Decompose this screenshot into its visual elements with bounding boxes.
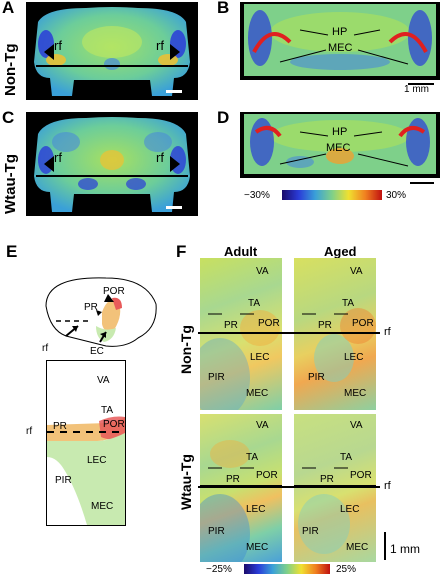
colorbar-bd-min: −30% [244, 190, 270, 201]
map-label-lec: LEC [87, 455, 107, 466]
map-label-mec: MEC [91, 501, 114, 512]
scale-bar-f [384, 532, 386, 560]
map-label-pir: PIR [55, 475, 72, 486]
map-label-pr: PR [53, 421, 67, 432]
hp-label-b: HP [332, 26, 348, 38]
col-label-adult: Adult [224, 244, 258, 259]
map-label-pr-adult-wtautg: PR [226, 474, 240, 485]
map-label-pir-aged-nontg: PIR [308, 372, 325, 383]
map-label-rf-outside: rf [26, 426, 33, 437]
brain-label-rf: rf [42, 343, 49, 354]
map-label-ta-aged-wtautg: TA [340, 452, 353, 463]
brain-label-pr: PR [84, 302, 98, 313]
panel-a-image: rf rf [26, 2, 198, 100]
col-label-aged: Aged [324, 244, 357, 259]
flatmap-schematic-shapes [47, 416, 125, 525]
rf-label-right: rf [156, 38, 164, 53]
map-aged-wtautg: VA TA POR PR LEC PIR MEC [294, 414, 376, 562]
map-label-va-adult-wtautg: VA [256, 420, 269, 431]
panel-label-e: E [6, 242, 18, 261]
map-label-por-aged-nontg: POR [352, 318, 374, 329]
map-label-por: POR [103, 419, 125, 430]
map-label-mec-aged-wtautg: MEC [346, 542, 369, 553]
map-aged-wtautg-overlay [294, 467, 376, 554]
panel-label-d: D [217, 108, 230, 127]
colorbar-bd [282, 190, 382, 200]
rf-label-left: rf [54, 38, 62, 53]
panel-d-image: HP MEC [240, 112, 440, 178]
rf-label-f-nontg: rf [384, 326, 391, 338]
panel-d-heatmap [244, 114, 436, 174]
map-label-por-aged-wtautg: POR [350, 470, 372, 481]
brain-label-por: POR [103, 286, 125, 297]
rf-label-left-c: rf [54, 150, 62, 165]
flatmap-schematic: VA TA PR POR LEC PIR MEC [46, 360, 126, 526]
rf-label-right-c: rf [156, 150, 164, 165]
rf-line-f-nontg [198, 332, 380, 334]
row-label-wtautg: Wtau-Tg [2, 154, 19, 214]
panel-label-f: F [176, 242, 187, 261]
panel-b-heatmap [244, 4, 436, 76]
rf-line-f-wtautg [198, 486, 380, 488]
map-label-lec-aged-wtautg: LEC [340, 504, 360, 515]
map-label-mec-adult-wtautg: MEC [246, 542, 269, 553]
map-adult-wtautg-overlay [200, 440, 282, 562]
panel-c-heatmap [34, 117, 190, 212]
mec-label-b: MEC [328, 42, 353, 54]
colorbar-bd-max: 30% [386, 190, 407, 201]
map-label-ta: TA [101, 405, 114, 416]
row-label-f-wtautg: Wtau-Tg [178, 454, 194, 510]
map-label-ta-adult-wtautg: TA [246, 452, 259, 463]
map-aged-nontg-overlay [294, 308, 376, 382]
map-label-ta-aged-nontg: TA [342, 298, 355, 309]
map-label-por-adult-nontg: POR [258, 318, 280, 329]
map-adult-wtautg: VA TA POR PR LEC PIR MEC [200, 414, 282, 562]
panel-c-image: rf rf [26, 112, 198, 216]
map-label-va-aged-nontg: VA [350, 266, 363, 277]
map-label-ta-adult-nontg: TA [248, 298, 261, 309]
scale-label-f: 1 mm [390, 542, 420, 556]
colorbar-f-min: −25% [206, 564, 232, 575]
row-label-f-nontg: Non-Tg [178, 325, 194, 374]
colorbar-f-max: 25% [336, 564, 357, 575]
map-label-pr-adult-nontg: PR [224, 320, 238, 331]
map-label-pir-adult-nontg: PIR [208, 372, 225, 383]
map-label-pr-aged-nontg: PR [318, 320, 332, 331]
map-label-mec-adult-nontg: MEC [246, 388, 269, 399]
brain-schematic [45, 277, 157, 347]
colorbar-f [244, 564, 330, 574]
scale-label-b: 1 mm [404, 84, 429, 95]
map-label-mec-aged-nontg: MEC [344, 388, 367, 399]
scale-bar-b [408, 83, 434, 85]
panel-a-heatmap [34, 7, 190, 96]
map-adult-nontg: VA TA POR PR LEC PIR MEC [200, 258, 282, 410]
brain-label-ec: EC [90, 346, 104, 357]
map-label-pr-aged-wtautg: PR [320, 474, 334, 485]
map-label-va: VA [97, 375, 110, 386]
panel-label-a: A [2, 0, 15, 17]
scale-bar-d [410, 182, 434, 184]
map-aged-nontg: VA TA POR PR LEC PIR MEC [294, 258, 376, 410]
panel-b-image: HP MEC [240, 2, 440, 80]
row-label-nontg: Non-Tg [2, 43, 19, 96]
map-label-pir-adult-wtautg: PIR [208, 526, 225, 537]
map-label-lec-aged-nontg: LEC [344, 352, 364, 363]
map-label-pir-aged-wtautg: PIR [302, 526, 319, 537]
map-label-va-adult-nontg: VA [256, 266, 269, 277]
map-label-por-adult-wtautg: POR [256, 470, 278, 481]
panel-label-c: C [2, 108, 15, 127]
panel-label-b: B [217, 0, 230, 17]
mec-label-d: MEC [326, 142, 351, 154]
map-label-lec-adult-nontg: LEC [250, 352, 270, 363]
map-adult-nontg-overlay [200, 310, 282, 410]
rf-label-f-wtautg: rf [384, 480, 391, 492]
hp-label-d: HP [332, 126, 348, 138]
map-label-lec-adult-wtautg: LEC [246, 504, 266, 515]
map-label-va-aged-wtautg: VA [350, 420, 363, 431]
